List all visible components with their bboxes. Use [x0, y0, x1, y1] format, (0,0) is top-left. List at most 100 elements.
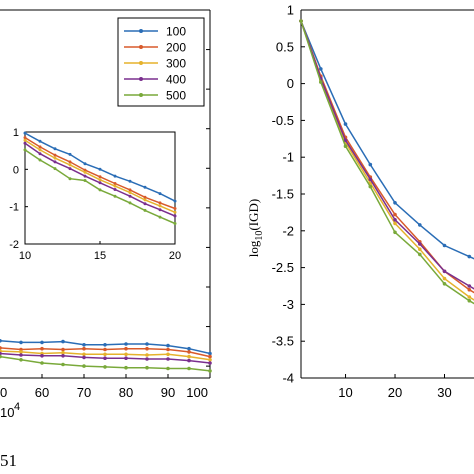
- right-main-point-100-6: [442, 243, 447, 248]
- inset-x-tick-label: 10: [19, 250, 31, 262]
- left-main-point-400-5: [103, 356, 107, 361]
- right-main-y-tick-label: -2: [282, 223, 294, 238]
- right-main-x-tick-label: 20: [388, 385, 402, 400]
- inset-y-tick-label: -1: [9, 202, 19, 214]
- inset-point-200-9: [158, 201, 162, 205]
- left-main-point-300-8: [166, 352, 170, 357]
- left-main-point-400-3: [61, 354, 65, 358]
- inset-point-400-8: [143, 202, 147, 206]
- left-main-point-500-3: [61, 362, 65, 367]
- inset-point-500-8: [143, 208, 147, 212]
- inset-point-100-4: [83, 162, 87, 166]
- right-main-point-400-7: [467, 284, 472, 288]
- right-main-line-300: [300, 20, 474, 301]
- inset-point-200-1: [38, 145, 42, 149]
- right-main-point-500-5: [418, 252, 422, 257]
- inset-point-500-3: [68, 177, 72, 181]
- inset-point-300-6: [113, 184, 117, 188]
- right-main-x-ticks: 10 20 30: [338, 374, 452, 400]
- right-main-line-200: [300, 20, 474, 294]
- left-main-point-400-0: [0, 351, 2, 356]
- inset-point-400-3: [68, 167, 72, 171]
- legend-marker-100: [139, 29, 143, 33]
- left-main-point-500-0: [0, 354, 2, 359]
- inset-point-300-7: [128, 191, 132, 194]
- right-main-point-400-6: [442, 269, 447, 274]
- right-main-point-200-4: [393, 212, 397, 217]
- left-main-x-label-exponent: 4: [14, 401, 20, 413]
- left-main-point-500-5: [103, 365, 107, 369]
- right-main-plot: 1 0.5 0 -0.5 -1 -1.5 -2 -2.5 -3 -3.5 -4 10 20 30 log…: [246, 3, 474, 400]
- inset-point-300-8: [143, 198, 147, 202]
- inset-point-200-3: [68, 160, 72, 164]
- right-main-point-100-7: [467, 254, 472, 259]
- left-main-x-tick-label: 90: [161, 385, 175, 400]
- inset-y-tick-label: 1: [13, 127, 19, 139]
- right-main-point-400-4: [393, 218, 397, 222]
- left-main-right-ticks: [206, 49, 210, 367]
- inset-point-100-5: [98, 167, 102, 171]
- left-main-point-200-2: [40, 346, 44, 351]
- inset-point-100-8: [143, 185, 147, 189]
- right-main-y-label-log: log: [246, 240, 261, 257]
- inset-point-200-8: [143, 195, 147, 199]
- inset-point-500-2: [53, 167, 57, 171]
- inset-point-500-9: [158, 215, 162, 219]
- right-main-point-300-6: [442, 276, 447, 281]
- right-main-point-200-7: [467, 287, 472, 292]
- left-main-x-tick-label: 80: [119, 385, 133, 400]
- left-main-point-500-4: [82, 364, 86, 368]
- left-main-series-group: [0, 339, 212, 373]
- right-main-x-tick-label: 10: [338, 385, 352, 400]
- inset-point-400-10: [173, 214, 177, 218]
- left-main-point-500-1: [19, 358, 23, 362]
- inset-point-200-4: [83, 168, 87, 172]
- right-main-point-100-1: [319, 67, 323, 71]
- legend-marker-300: [139, 61, 143, 65]
- inset-point-300-5: [98, 178, 102, 182]
- legend-label-200: 200: [166, 41, 186, 55]
- figure-caption-fragment: 51: [0, 451, 17, 470]
- left-main-point-400-6: [124, 356, 128, 361]
- legend: 100 200 300 400 500: [117, 17, 205, 107]
- legend-label-400: 400: [166, 73, 186, 87]
- left-main-point-200-6: [124, 346, 128, 351]
- right-main-point-100-2: [343, 122, 348, 126]
- left-main-line-100: [0, 340, 211, 355]
- left-main-point-300-4: [82, 352, 86, 357]
- inset-point-500-10: [173, 222, 177, 225]
- left-main-point-200-10: [208, 354, 212, 359]
- legend-marker-400: [139, 77, 143, 81]
- right-main-series-group: [299, 19, 474, 305]
- left-main-point-200-9: [187, 350, 191, 354]
- inset-point-400-4: [83, 174, 87, 178]
- right-main-y-tick-label: -3: [282, 297, 294, 312]
- inset-x-ticks: 10 15 20: [19, 241, 181, 262]
- left-main-point-100-1: [19, 340, 23, 345]
- inset-point-400-5: [98, 181, 102, 185]
- inset-point-500-5: [98, 188, 102, 192]
- inset-point-500-6: [113, 194, 117, 198]
- inset-point-100-9: [158, 192, 162, 196]
- left-main-point-100-8: [166, 343, 170, 348]
- inset-point-300-3: [68, 163, 72, 167]
- left-main-point-200-5: [103, 347, 107, 352]
- left-main-x-tick-label-partial: 0: [0, 385, 7, 400]
- left-main-point-300-6: [124, 352, 128, 357]
- left-main-x-label-base: 10: [0, 405, 14, 420]
- left-main-point-300-5: [103, 352, 107, 357]
- right-main-y-label-suffix: (IGD): [246, 199, 261, 231]
- left-main-point-400-9: [187, 358, 191, 363]
- left-main-x-tick-label: 100: [186, 385, 208, 400]
- inset-point-100-6: [113, 174, 117, 178]
- right-main-point-500-3: [368, 184, 373, 189]
- left-main-point-400-10: [208, 361, 212, 365]
- right-main-y-tick-label: -4: [282, 371, 294, 386]
- left-main-point-200-7: [145, 346, 149, 351]
- left-main-point-200-4: [82, 346, 86, 351]
- right-main-point-400-2: [343, 138, 348, 143]
- left-main-point-400-8: [166, 357, 170, 361]
- inset-x-tick-label: 20: [169, 250, 181, 262]
- inset-x-tick-label: 15: [94, 250, 106, 262]
